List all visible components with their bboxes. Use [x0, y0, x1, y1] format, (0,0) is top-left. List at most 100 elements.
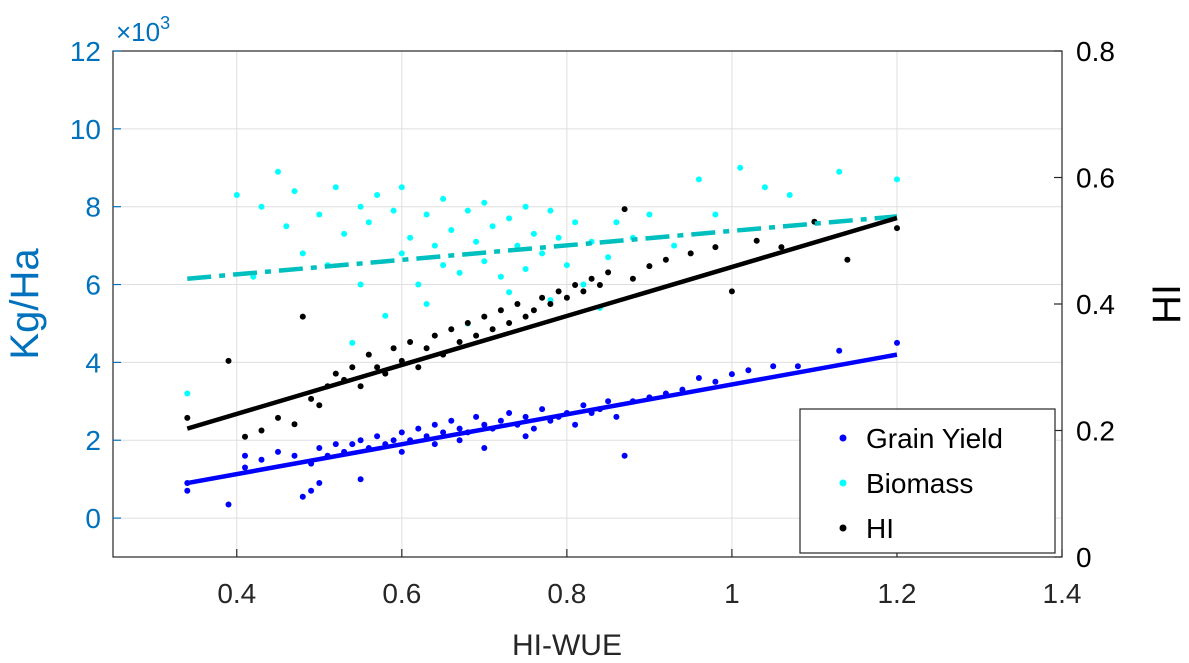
data-point: [357, 476, 364, 483]
trend-line-hi: [186, 215, 898, 431]
data-point: [299, 250, 306, 257]
data-point: [522, 313, 529, 320]
data-point: [473, 238, 480, 245]
data-point: [522, 433, 529, 440]
data-point: [497, 273, 504, 280]
data-point: [349, 364, 356, 371]
data-point: [308, 487, 315, 494]
data-point: [481, 445, 488, 451]
series-layer: [184, 164, 900, 508]
data-point: [539, 250, 546, 257]
data-point: [662, 256, 669, 263]
y-left-multiplier: ×103: [116, 13, 170, 47]
data-point: [464, 320, 471, 326]
legend: Grain Yield Biomass HI: [799, 408, 1056, 554]
data-point: [258, 203, 265, 210]
data-point: [497, 307, 504, 314]
data-point: [728, 371, 735, 378]
data-point: [506, 410, 513, 416]
data-point: [613, 219, 620, 226]
data-point: [506, 215, 513, 222]
legend-label-hi: HI: [866, 513, 894, 544]
data-point: [374, 433, 381, 440]
y-left-tick-label: 0: [85, 503, 101, 534]
data-point: [737, 164, 744, 171]
y-left-tick-label: 4: [85, 347, 101, 378]
data-point: [440, 262, 447, 269]
data-point: [539, 406, 546, 413]
data-point: [407, 339, 414, 345]
data-point: [299, 493, 306, 500]
data-point: [316, 402, 323, 409]
data-point: [332, 441, 339, 448]
legend-marker-grain-yield: [839, 434, 847, 442]
data-point: [431, 332, 438, 339]
data-point: [555, 288, 562, 295]
data-point: [671, 242, 678, 249]
data-point: [481, 258, 488, 265]
data-point: [258, 427, 265, 434]
data-point: [440, 429, 447, 436]
data-point: [481, 313, 488, 320]
series-hi: [184, 206, 900, 440]
data-point: [572, 421, 579, 428]
data-point: [415, 281, 422, 288]
data-point: [489, 326, 496, 333]
data-point: [316, 480, 323, 486]
y-left-tick-label: 12: [70, 36, 101, 67]
data-point: [398, 448, 405, 455]
data-point: [332, 370, 339, 377]
data-point: [745, 367, 752, 374]
data-point: [456, 269, 463, 276]
data-point: [646, 263, 653, 270]
data-point: [291, 421, 298, 428]
legend-label-grain-yield: Grain Yield: [866, 423, 1003, 454]
data-point: [431, 441, 438, 448]
data-point: [770, 363, 777, 370]
data-point: [423, 211, 430, 218]
data-point: [332, 184, 339, 191]
data-point: [275, 414, 281, 421]
data-point: [596, 282, 603, 288]
data-point: [522, 203, 529, 210]
data-point: [844, 256, 851, 263]
data-point: [695, 375, 702, 381]
data-point: [481, 199, 488, 206]
data-point: [448, 417, 455, 424]
data-point: [448, 326, 455, 333]
data-point: [283, 223, 290, 230]
data-point: [497, 417, 504, 424]
data-point: [605, 269, 612, 276]
data-point: [489, 223, 496, 230]
data-point: [563, 262, 570, 269]
data-point: [357, 281, 364, 288]
trend-line-biomass: [187, 214, 898, 281]
legend-marker-hi: [839, 524, 847, 532]
y-right-tick-label: 0.2: [1076, 416, 1115, 447]
data-point: [431, 421, 438, 428]
data-point: [184, 414, 191, 421]
y-right-tick-label: 0: [1076, 542, 1092, 573]
data-point: [184, 390, 191, 397]
data-point: [572, 219, 579, 226]
data-point: [415, 425, 422, 432]
data-point: [250, 273, 257, 280]
x-tick-label: 1.4: [1043, 578, 1082, 609]
data-point: [423, 301, 430, 307]
data-point: [547, 301, 554, 307]
data-point: [605, 398, 612, 405]
data-point: [695, 176, 702, 183]
data-point: [894, 339, 900, 346]
data-point: [242, 464, 248, 471]
data-point: [580, 281, 587, 288]
data-point: [539, 294, 546, 301]
data-point: [506, 289, 513, 296]
x-tick-label: 0.4: [217, 578, 256, 609]
data-point: [184, 487, 191, 494]
legend-label-biomass: Biomass: [866, 468, 973, 499]
data-point: [629, 275, 636, 282]
data-point: [390, 207, 397, 214]
data-point: [588, 275, 595, 282]
data-point: [382, 312, 389, 319]
data-point: [242, 433, 248, 440]
